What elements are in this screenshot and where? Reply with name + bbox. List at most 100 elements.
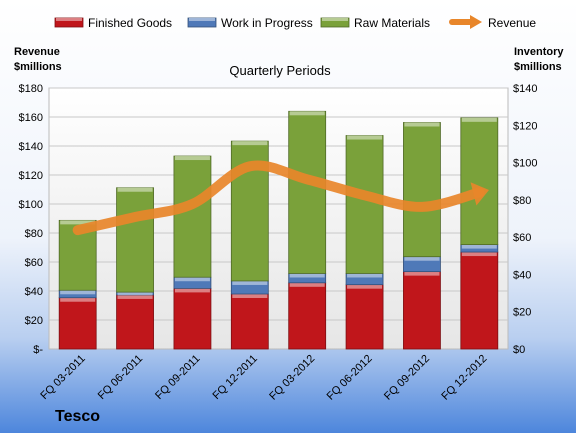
legend-item-revenue: Revenue [449, 15, 536, 30]
revenue-line-arrowhead [470, 182, 490, 206]
bar-work-in-progress [460, 244, 499, 253]
bar-finished-goods [58, 297, 97, 350]
bar-work-in-progress [58, 289, 97, 299]
bar-finished-goods [230, 293, 269, 350]
left-tick-label: $180 [19, 83, 43, 95]
bar-raw-materials-body [345, 135, 384, 274]
bar-finished-goods-highlight [117, 294, 153, 299]
right-axis-title-line-2: $millions [514, 61, 562, 73]
bar-finished-goods-body [230, 293, 269, 350]
left-tick-label: $20 [25, 315, 43, 327]
legend-label: Work in Progress [221, 16, 313, 30]
bar-raw-materials [116, 187, 154, 293]
bar-finished-goods-highlight [347, 284, 383, 289]
bar-work-in-progress [173, 276, 212, 289]
bar-finished-goods-body [288, 282, 327, 350]
bar-work-in-progress [116, 291, 154, 296]
bar-raw-materials-body [460, 117, 499, 246]
bar-raw-materials [460, 117, 499, 246]
chart-title: Quarterly Periods [229, 63, 331, 78]
bar-finished-goods [116, 294, 154, 350]
left-tick-label: $140 [19, 141, 43, 153]
bar-finished-goods [403, 271, 441, 350]
left-tick-label: $40 [25, 286, 43, 298]
bar-work-in-progress-highlight [174, 277, 210, 282]
left-axis: $- $20 $40 $60 $80 $100 $120 $140 $160 $180 [19, 83, 44, 356]
bar-raw-materials-highlight [347, 135, 383, 140]
bar-raw-materials-body [403, 122, 441, 258]
bar-finished-goods-body [345, 284, 384, 350]
bar-finished-goods-highlight [404, 271, 440, 276]
bar-raw-materials-highlight [232, 141, 268, 146]
bar-raw-materials-body [173, 155, 212, 278]
bar-work-in-progress-highlight [289, 273, 325, 278]
left-axis-title-line-1: Revenue [14, 46, 60, 58]
legend-label: Finished Goods [88, 16, 172, 30]
bar-finished-goods [173, 288, 212, 350]
bar-work-in-progress-highlight [404, 256, 440, 261]
right-tick-label: $140 [513, 83, 537, 95]
left-tick-label: $120 [19, 170, 43, 182]
bar-raw-materials-highlight [404, 122, 440, 127]
legend-label: Raw Materials [354, 16, 430, 30]
bar-finished-goods-body [116, 294, 154, 350]
bar-raw-materials [173, 155, 212, 278]
bar-work-in-progress-highlight [347, 273, 383, 278]
legend-swatch-highlight [56, 18, 82, 21]
bar-finished-goods-highlight [232, 294, 268, 299]
bar-raw-materials-highlight [174, 156, 210, 161]
bar-raw-materials-body [116, 187, 154, 293]
bar-raw-materials-highlight [461, 117, 497, 122]
left-tick-label: $80 [25, 228, 43, 240]
bar-work-in-progress-highlight [232, 280, 268, 285]
bar-raw-materials [403, 122, 441, 258]
right-tick-label: $40 [513, 269, 531, 281]
revenue-line-group [72, 160, 490, 236]
bar-finished-goods-body [173, 288, 212, 350]
right-tick-label: $0 [513, 344, 525, 356]
bar-work-in-progress [403, 256, 441, 273]
bar-raw-materials-highlight [60, 220, 96, 225]
left-axis-title-line-2: $millions [14, 61, 62, 73]
legend-item-work-in-progress: Work in Progress [187, 16, 313, 30]
right-tick-label: $60 [513, 232, 531, 244]
legend-item-raw-materials: Raw Materials [320, 16, 430, 30]
bar-finished-goods-highlight [174, 288, 210, 293]
bar-raw-materials-highlight [117, 187, 153, 192]
right-tick-label: $120 [513, 120, 537, 132]
bar-finished-goods-highlight [461, 252, 497, 257]
bar-raw-materials-body [288, 110, 327, 274]
right-axis: $0 $20 $40 $60 $80 $100 $120 $140 [513, 83, 537, 356]
bar-finished-goods-body [460, 251, 499, 350]
right-tick-label: $20 [513, 307, 531, 319]
bar-work-in-progress-highlight [117, 292, 153, 295]
bar-raw-materials-highlight [289, 111, 325, 116]
bar-finished-goods-body [58, 297, 97, 350]
legend-swatch-highlight [322, 18, 348, 21]
bar-work-in-progress-highlight [60, 290, 96, 295]
bar-finished-goods [345, 284, 384, 350]
legend-swatch-highlight [189, 18, 215, 21]
legend-item-finished-goods: Finished Goods [54, 16, 172, 30]
right-tick-label: $100 [513, 158, 537, 170]
bar-raw-materials [345, 135, 384, 274]
bar-finished-goods-body [403, 271, 441, 350]
left-tick-label: $100 [19, 199, 43, 211]
right-axis-title-line-1: Inventory [514, 46, 564, 58]
legend-label: Revenue [488, 16, 536, 30]
legend: Finished Goods Work in Progress Raw Materi… [54, 15, 536, 30]
bar-finished-goods [460, 251, 499, 350]
bar-finished-goods [288, 282, 327, 350]
legend-arrowhead [470, 15, 482, 29]
bar-raw-materials [288, 110, 327, 274]
left-tick-label: $60 [25, 257, 43, 269]
left-tick-label: $160 [19, 112, 43, 124]
revenue-line [72, 160, 485, 236]
bar-work-in-progress-highlight [461, 244, 497, 249]
left-tick-label: $- [33, 344, 43, 356]
bar-work-in-progress [345, 273, 384, 286]
company-name: Tesco [55, 408, 100, 425]
bar-finished-goods-highlight [60, 297, 96, 302]
